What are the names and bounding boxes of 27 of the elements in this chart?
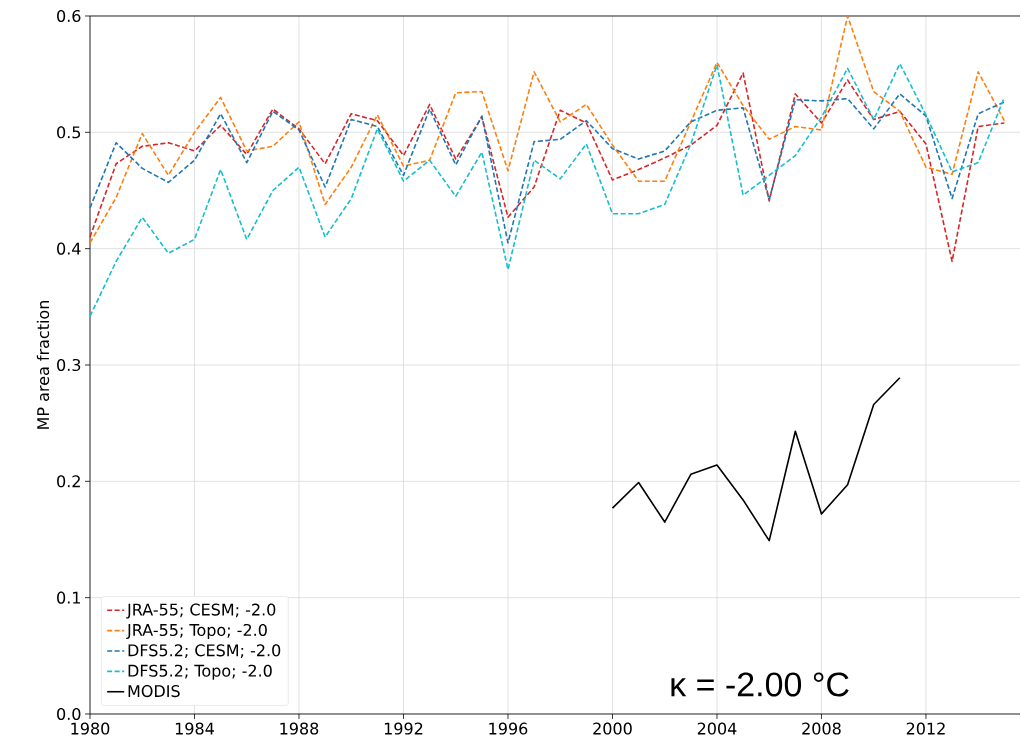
annotation: κ = -2.00 °C: [671, 672, 849, 697]
y-tick-label: 0.3: [57, 358, 81, 372]
y-tick-label: 0.4: [57, 242, 81, 255]
y-tick-label: 0.1: [57, 591, 80, 604]
legend-label: JRA-55; Topo; -2.0: [126, 623, 267, 640]
line-series: [89, 93, 1006, 244]
y-tick-label: 0.0: [57, 707, 81, 721]
x-tick-label: 2008: [802, 722, 841, 735]
x-tick-label: 2012: [906, 722, 945, 735]
y-axis-title: MP area fraction: [36, 300, 50, 429]
x-tick-label: 1984: [175, 722, 214, 735]
line-series: [89, 15, 1006, 244]
line-series: [89, 72, 1006, 263]
legend-label: MODIS: [128, 685, 180, 698]
x-tick-label: 1996: [489, 722, 528, 735]
legend-label: DFS5.2; CESM; -2.0: [128, 644, 281, 659]
legend-label: DFS5.2; Topo; -2.0: [128, 664, 272, 680]
y-tick-label: 0.5: [57, 126, 81, 139]
x-tick-label: 2000: [593, 722, 632, 735]
legend-label: JRA-55; CESM; -2.0: [126, 603, 276, 619]
x-tick-label: 1992: [384, 722, 423, 735]
y-tick-label: 0.6: [57, 9, 81, 23]
line-series: [611, 376, 901, 542]
x-tick-label: 1980: [71, 722, 110, 735]
y-tick-label: 0.2: [57, 475, 80, 488]
x-tick-label: 1988: [280, 722, 319, 735]
x-tick-label: 2004: [697, 722, 737, 735]
